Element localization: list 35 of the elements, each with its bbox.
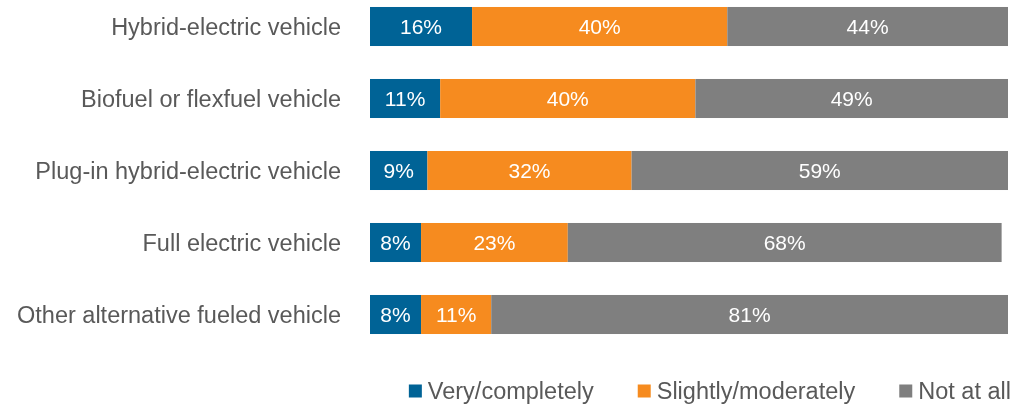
data-label: 40% [578,14,621,38]
bar [440,78,696,119]
y-tick-label: Hybrid-electric vehicle [111,13,341,40]
data-label: 44% [846,14,889,38]
bar [491,294,1008,335]
data-label: 81% [728,302,771,326]
bar [727,6,1008,47]
bar [421,294,492,335]
bar [695,78,1008,119]
data-label: 49% [830,86,873,110]
data-label: 59% [798,158,841,182]
data-label: 8% [380,302,411,326]
bar [472,6,728,47]
bar [370,78,441,119]
data-label: 16% [400,14,443,38]
legend-label: Very/completely [427,378,594,404]
bar [631,150,1008,191]
bar [567,222,1002,263]
y-tick-label: Plug-in hybrid-electric vehicle [35,157,341,184]
data-label: 11% [435,302,477,326]
legend-label: Slightly/moderately [656,378,856,404]
data-label: 9% [383,158,414,182]
data-label: 23% [473,230,516,254]
y-tick-label: Full electric vehicle [142,229,341,256]
bar [421,222,568,263]
data-label: 40% [546,86,589,110]
data-label: 32% [508,158,551,182]
legend-label: Not at all [918,378,1012,404]
bar [427,150,632,191]
data-label: 8% [380,230,411,254]
bar [370,6,473,47]
y-tick-label: Biofuel or flexfuel vehicle [81,85,341,112]
data-label: 11% [384,86,426,110]
data-label: 68% [763,230,806,254]
y-tick-label: Other alternative fueled vehicle [17,301,341,328]
